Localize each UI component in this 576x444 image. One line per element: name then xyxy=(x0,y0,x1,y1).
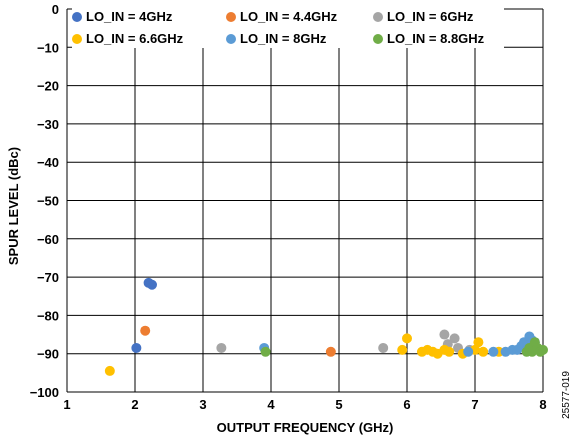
data-point xyxy=(538,344,548,355)
y-tick-label: −40 xyxy=(37,155,59,170)
data-point xyxy=(378,342,389,353)
x-tick-label: 5 xyxy=(335,397,342,412)
legend-marker xyxy=(373,34,383,44)
y-tick-label: −50 xyxy=(37,194,59,209)
legend-marker xyxy=(373,12,383,22)
data-point xyxy=(147,279,157,290)
data-point xyxy=(104,365,115,376)
x-tick-label: 6 xyxy=(403,397,410,412)
x-tick-label: 3 xyxy=(199,397,206,412)
x-tick-label: 7 xyxy=(471,397,478,412)
data-points xyxy=(104,277,548,376)
y-tick-label: −100 xyxy=(30,385,59,400)
data-point xyxy=(444,346,455,357)
x-tick-label: 1 xyxy=(63,397,70,412)
x-tick-label: 8 xyxy=(539,397,546,412)
data-point xyxy=(260,346,271,357)
legend-marker xyxy=(72,12,82,22)
legend-marker xyxy=(72,34,82,44)
data-point xyxy=(131,342,142,353)
legend-label: LO_IN = 4GHz xyxy=(86,9,173,24)
legend-label: LO_IN = 8GHz xyxy=(240,31,327,46)
y-axis-title: SPUR LEVEL (dBc) xyxy=(6,147,21,265)
data-point xyxy=(439,329,450,340)
y-tick-label: −30 xyxy=(37,117,59,132)
legend-marker xyxy=(226,12,236,22)
y-tick-label: −80 xyxy=(37,308,59,323)
legend-marker xyxy=(226,34,236,44)
y-tick-label: 0 xyxy=(52,2,59,17)
y-tick-label: −70 xyxy=(37,270,59,285)
grid xyxy=(66,8,544,393)
legend-background xyxy=(72,8,504,48)
data-point xyxy=(402,333,412,344)
legend-label: LO_IN = 4.4GHz xyxy=(240,9,338,24)
x-tick-labels: 1 2 3 4 5 6 7 8 xyxy=(63,397,546,412)
legend-label: LO_IN = 6GHz xyxy=(387,9,474,24)
data-point xyxy=(397,344,408,355)
data-point xyxy=(449,333,460,344)
data-point xyxy=(488,346,499,357)
legend: LO_IN = 4GHz LO_IN = 4.4GHz LO_IN = 6GHz LO… xyxy=(72,9,485,46)
figure-code: 25577-019 xyxy=(561,371,572,419)
data-point xyxy=(140,325,151,336)
data-point xyxy=(463,346,474,357)
y-tick-label: −60 xyxy=(37,232,59,247)
data-point xyxy=(478,346,489,357)
x-axis-title: OUTPUT FREQUENCY (GHz) xyxy=(217,420,394,435)
legend-label: LO_IN = 6.6GHz xyxy=(86,31,184,46)
data-point xyxy=(473,337,484,348)
data-point xyxy=(216,342,227,353)
legend-label: LO_IN = 8.8GHz xyxy=(387,31,485,46)
x-tick-label: 4 xyxy=(267,397,275,412)
y-tick-label: −90 xyxy=(37,347,59,362)
y-tick-label: −20 xyxy=(37,79,59,94)
y-tick-labels: 0 −10 −20 −30 −40 −50 −60 −70 −80 −90 −100 xyxy=(30,2,59,400)
y-tick-label: −10 xyxy=(37,40,59,55)
x-tick-label: 2 xyxy=(131,397,138,412)
data-point xyxy=(325,346,336,357)
